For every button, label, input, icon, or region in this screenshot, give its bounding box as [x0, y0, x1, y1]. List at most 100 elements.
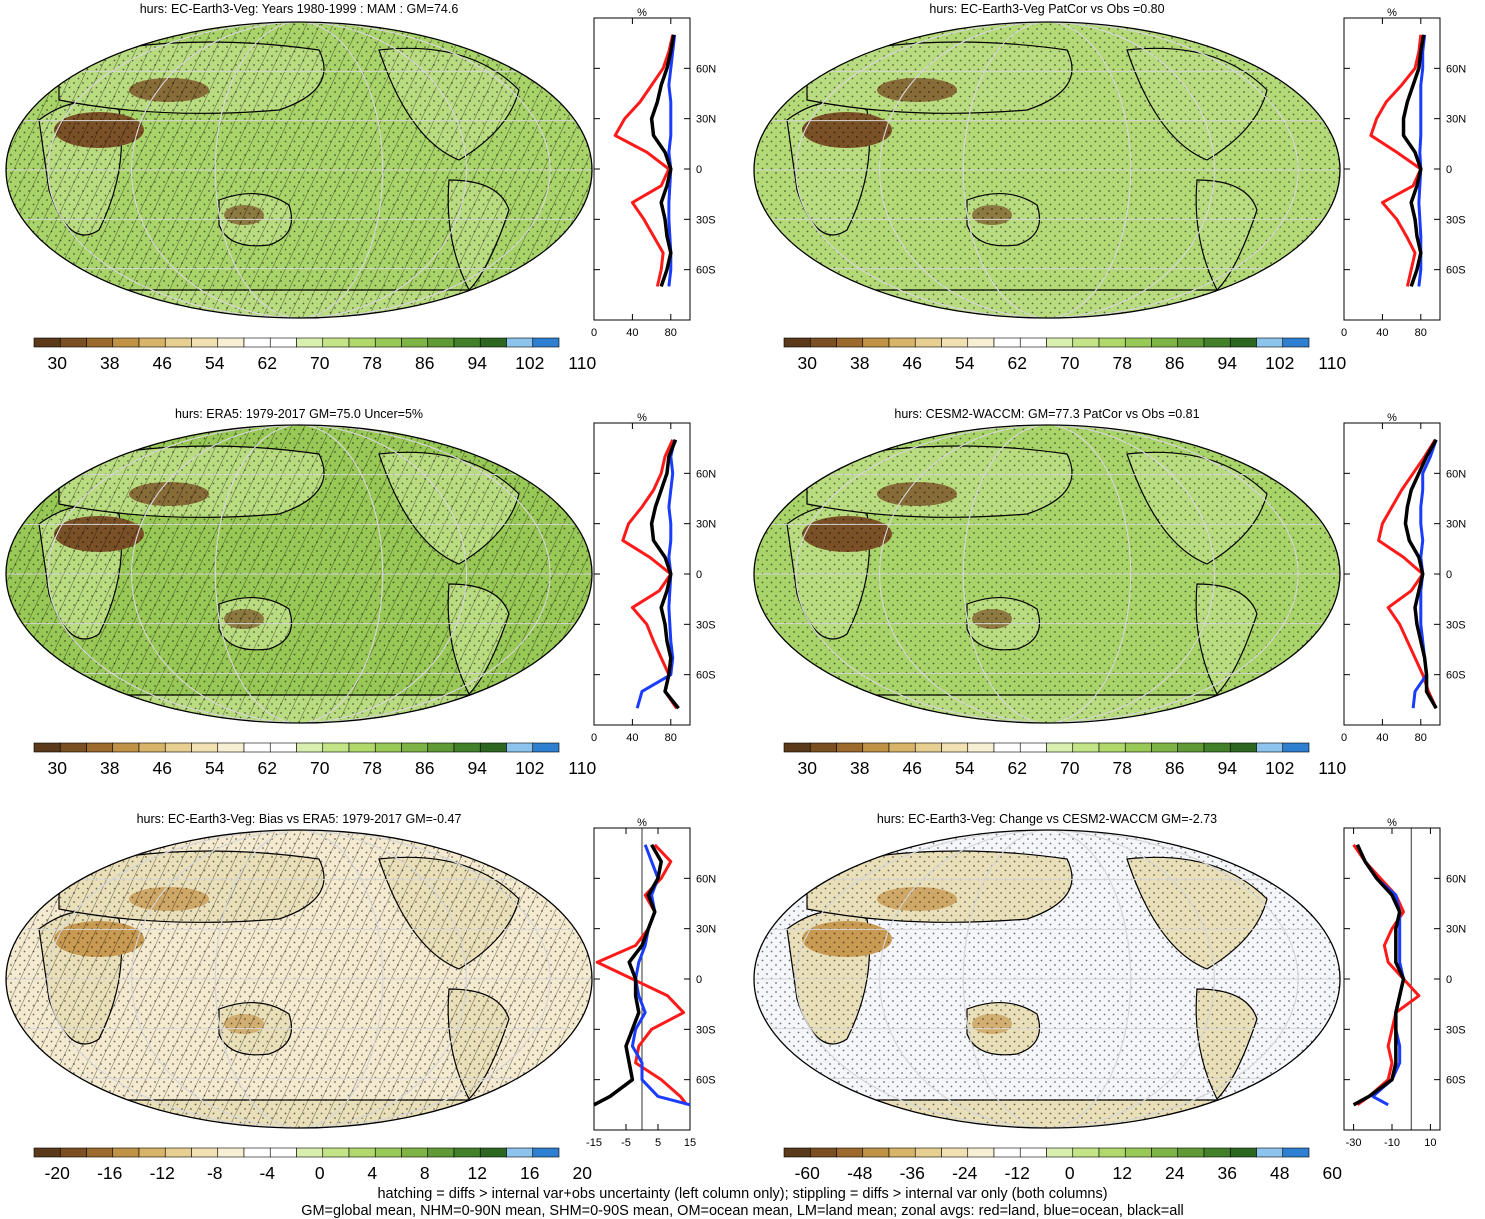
colorbar-label: 94 [468, 758, 488, 778]
panel-title: hurs: CESM2-WACCM: GM=77.3 PatCor vs Obs… [894, 407, 1199, 421]
y-tick-label: 60S [696, 670, 716, 682]
colorbar: -20 -16 -12 -8 -4 0 4 8 12 16 20 [33, 1147, 592, 1183]
colorbar-swatch [967, 1147, 995, 1158]
y-tick-label: 60N [1446, 468, 1466, 480]
colorbar-label: 8 [420, 1163, 430, 1183]
y-tick-label: 60N [696, 63, 716, 75]
colorbar-swatch [217, 1147, 245, 1158]
colorbar-swatch [993, 742, 1021, 753]
colorbar-swatch [217, 742, 245, 753]
y-tick-label: 0 [1446, 974, 1452, 986]
colorbar-label: 30 [798, 353, 818, 373]
colorbar-label: -48 [847, 1163, 872, 1183]
colorbar-label: 86 [1165, 758, 1184, 778]
colorbar-swatch [1282, 337, 1310, 348]
y-tick-label: 30S [696, 214, 716, 226]
footer-legend-note: GM=global mean, NHM=0-90N mean, SHM=0-90… [301, 1203, 1184, 1219]
series-line [1352, 844, 1406, 1107]
colorbar-swatch [348, 1147, 376, 1158]
colorbar-swatch [862, 1147, 890, 1158]
graticule-meridian [962, 830, 1132, 1128]
colorbar-label: 86 [415, 758, 434, 778]
colorbar-label: 62 [258, 353, 277, 373]
colorbar: 30 38 46 54 62 70 78 86 94 102 110 [783, 742, 1346, 778]
colorbar-swatch [836, 742, 864, 753]
map-border [753, 424, 1341, 724]
colorbar-swatch [401, 1147, 429, 1158]
panel-title: hurs: EC-Earth3-Veg: Bias vs ERA5: 1979-… [137, 812, 462, 826]
colorbar-label: 46 [153, 758, 172, 778]
colorbar-label: 12 [468, 1163, 487, 1183]
colorbar-swatch [243, 742, 271, 753]
graticule-meridian [131, 830, 467, 1128]
graticule [754, 425, 1340, 723]
colorbar-swatch [322, 742, 350, 753]
colorbar-swatch [941, 337, 969, 348]
colorbar-swatch [1177, 742, 1205, 753]
colorbar-swatch [322, 337, 350, 348]
colorbar-swatch [374, 742, 402, 753]
y-tick-label: 30N [696, 924, 716, 936]
colorbar-swatch [33, 337, 61, 348]
colorbar-swatch [532, 1147, 560, 1158]
colorbar-swatch [914, 337, 942, 348]
map-area [6, 425, 592, 723]
colorbar-label: 110 [1318, 758, 1346, 778]
colorbar-label: 86 [1165, 353, 1184, 373]
colorbar-swatch [532, 337, 560, 348]
colorbar-swatch [191, 337, 219, 348]
y-tick-label: 0 [1446, 164, 1452, 176]
graticule-meridian [879, 22, 1215, 318]
colorbar-label: 16 [520, 1163, 539, 1183]
y-tick-label: 60N [696, 468, 716, 480]
footer-hatching-note: hatching = diffs > internal var+obs unce… [377, 1186, 1108, 1202]
colorbar-label: 102 [1265, 353, 1294, 373]
profile-panel-5: % 60N 30N 0 30S 60S -15 -5 5 15 [586, 817, 716, 1149]
colorbar-swatch [506, 742, 534, 753]
colorbar-swatch [269, 1147, 297, 1158]
colorbar-swatch [1229, 1147, 1257, 1158]
colorbar-label: 38 [850, 353, 869, 373]
colorbar-swatch [862, 742, 890, 753]
colorbar-swatch [1124, 337, 1152, 348]
colorbar: 30 38 46 54 62 70 78 86 94 102 110 [33, 337, 596, 373]
colorbar-swatch [1151, 1147, 1179, 1158]
colorbar-swatch [138, 337, 166, 348]
x-tick-label: -5 [621, 1137, 631, 1149]
colorbar-swatch [888, 337, 916, 348]
colorbar-swatch [138, 742, 166, 753]
y-tick-label: 30N [1446, 924, 1466, 936]
colorbar: 30 38 46 54 62 70 78 86 94 102 110 [33, 742, 596, 778]
colorbar-swatch [269, 337, 297, 348]
x-tick-label: 0 [1341, 732, 1347, 744]
series-line [1369, 34, 1423, 287]
panel-title: hurs: ERA5: 1979-2017 GM=75.0 Uncer=5% [175, 407, 423, 421]
colorbar-swatch [993, 1147, 1021, 1158]
profile-title: % [1387, 7, 1397, 19]
colorbar-swatch [164, 1147, 192, 1158]
panel-5: hurs: EC-Earth3-Veg: Bias vs ERA5: 1979-… [5, 812, 593, 1183]
colorbar-swatch [479, 337, 507, 348]
colorbar-label: 110 [568, 353, 596, 373]
colorbar-label: 110 [1318, 353, 1346, 373]
panel-title: hurs: EC-Earth3-Veg: Change vs CESM2-WAC… [877, 812, 1217, 826]
series-line [613, 34, 675, 287]
colorbar-label: -16 [97, 1163, 122, 1183]
y-tick-label: 30N [696, 519, 716, 531]
colorbar-swatch [479, 742, 507, 753]
graticule-meridian [795, 830, 1299, 1128]
profile-frame [1343, 827, 1441, 1131]
y-tick-label: 30N [696, 114, 716, 126]
colorbar-swatch [374, 337, 402, 348]
colorbar-label: 70 [310, 353, 330, 373]
colorbar-label: 62 [258, 758, 277, 778]
y-tick-label: 0 [696, 164, 702, 176]
colorbar-swatch [1019, 337, 1047, 348]
colorbar-label: 102 [1265, 758, 1294, 778]
graticule-meridian [962, 22, 1132, 318]
colorbar-swatch [269, 742, 297, 753]
map-border [5, 424, 593, 724]
colorbar-swatch [374, 1147, 402, 1158]
colorbar-swatch [1151, 742, 1179, 753]
colorbar-swatch [217, 337, 245, 348]
